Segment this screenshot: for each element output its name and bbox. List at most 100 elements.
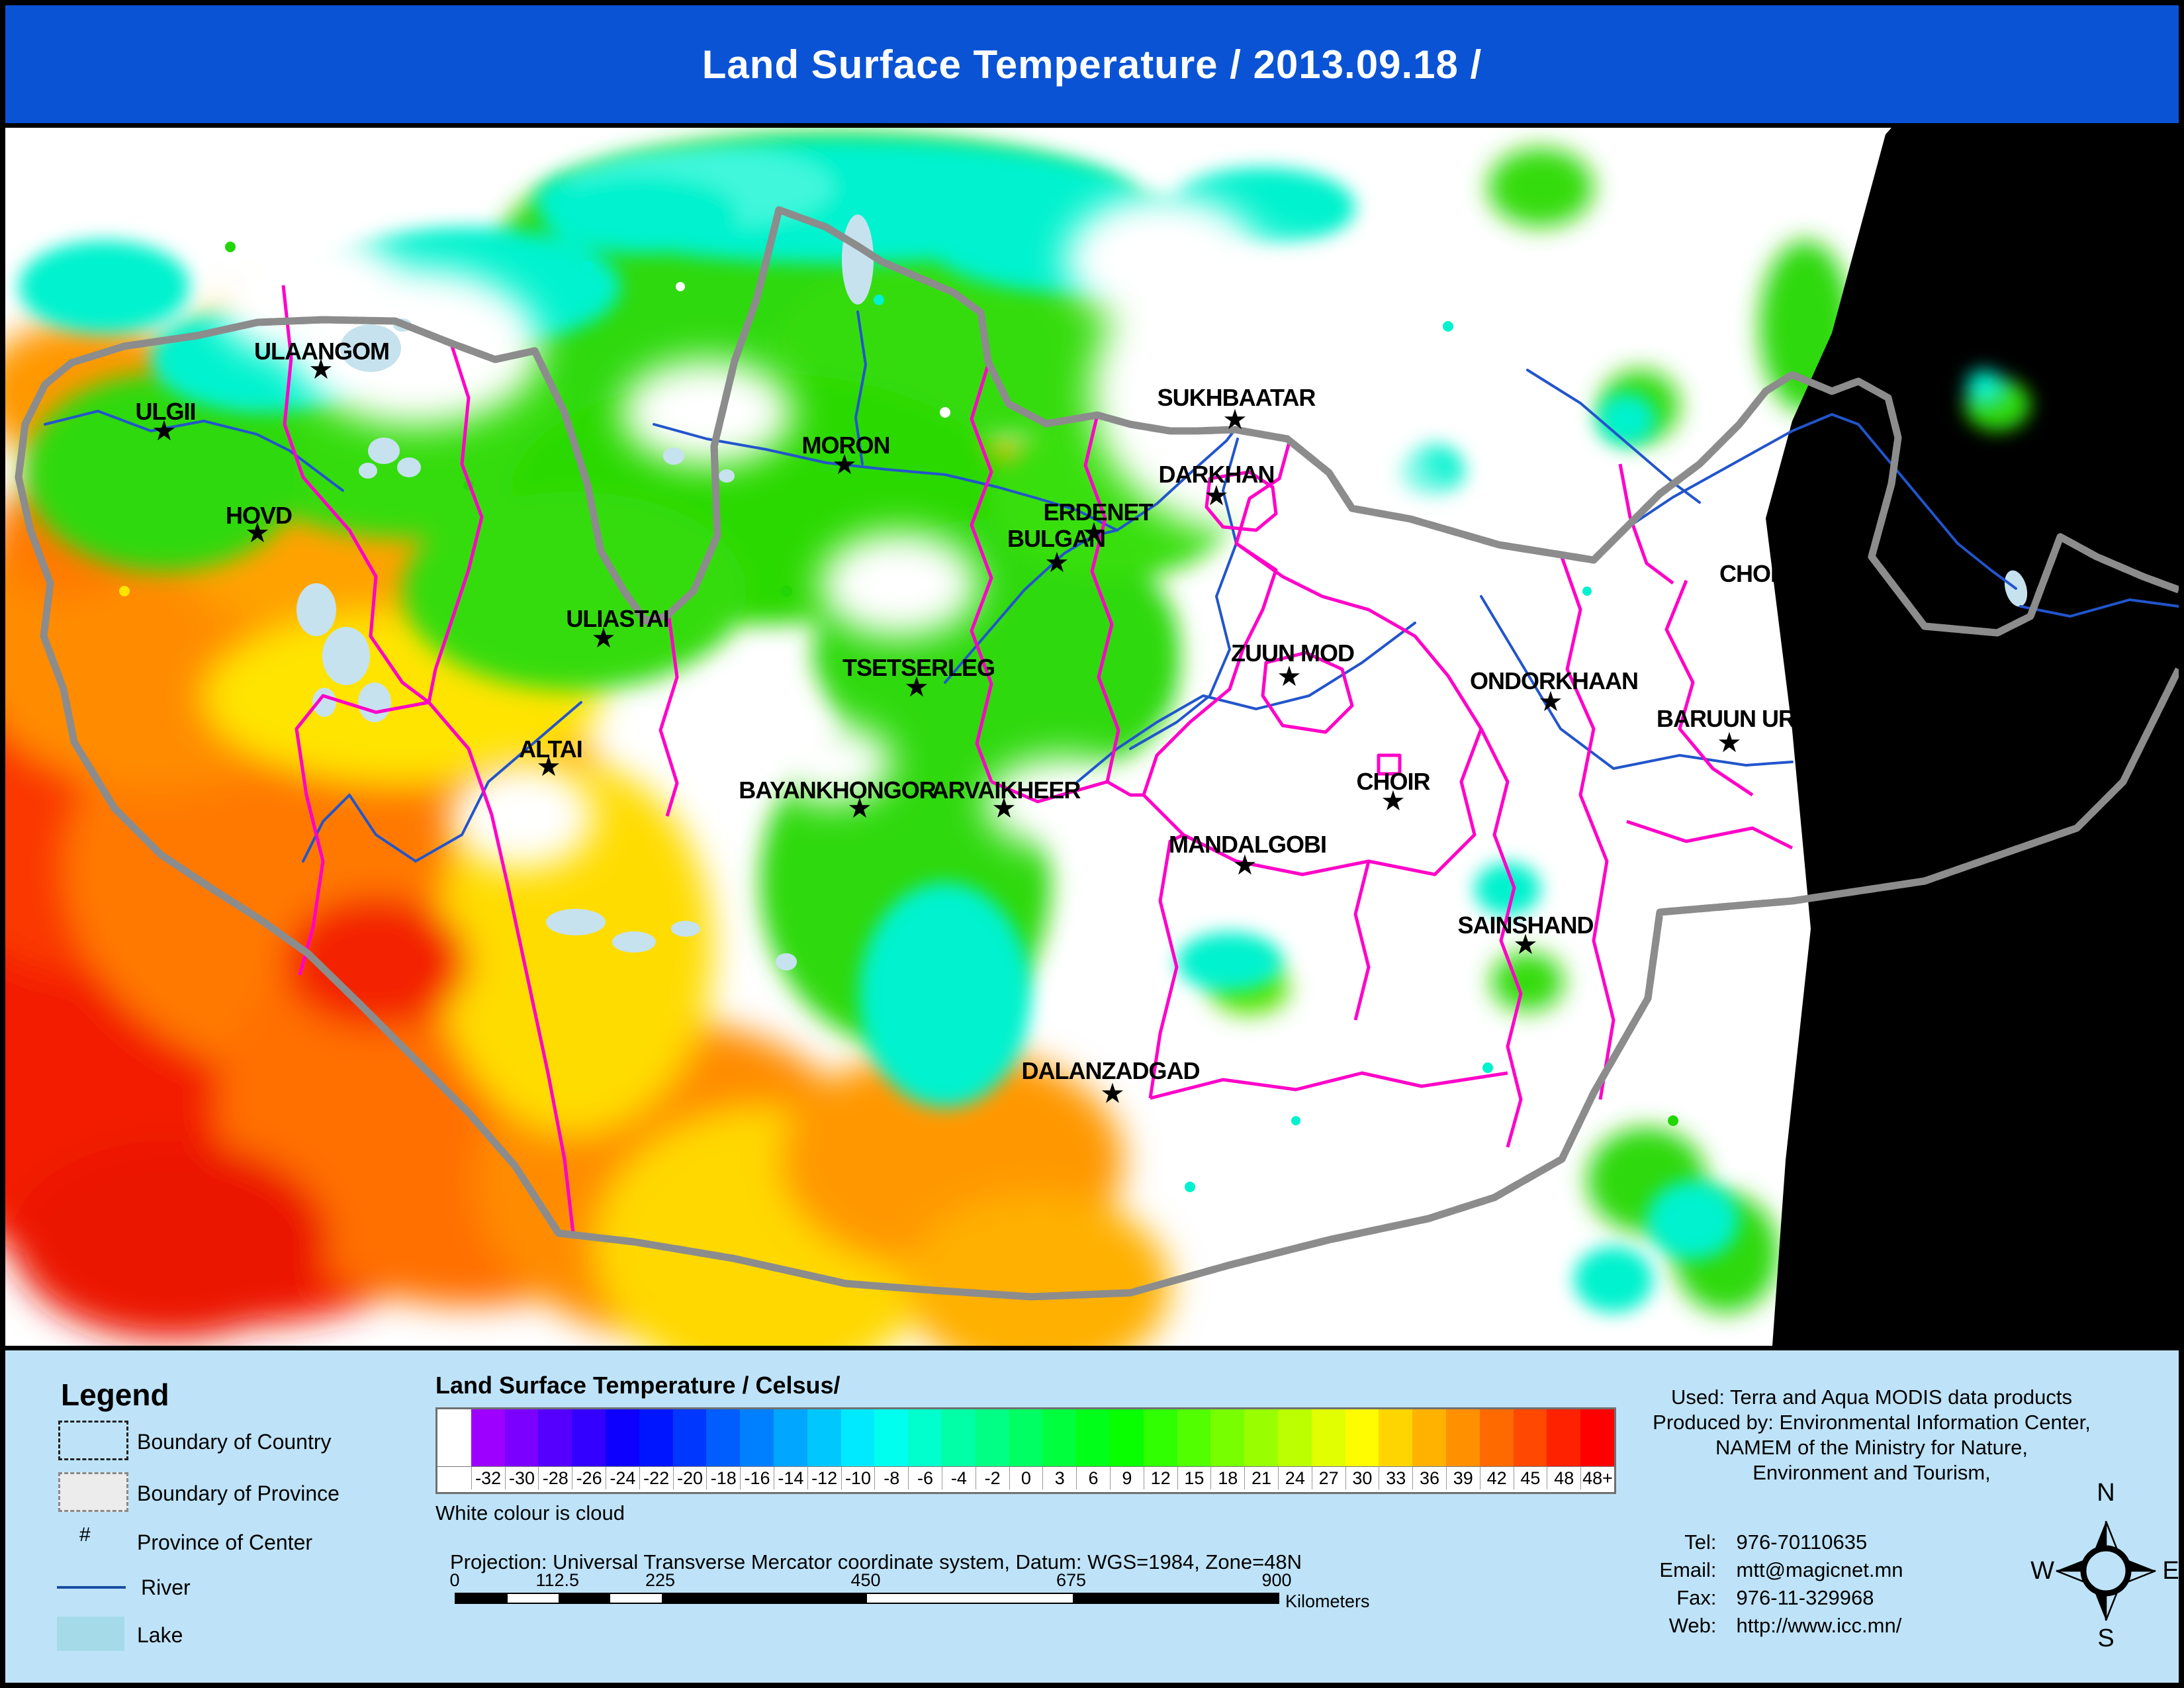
city-label: ULIASTAI bbox=[566, 605, 668, 632]
colorbar-tick: 33 bbox=[1379, 1466, 1413, 1489]
colorbar-title: Land Surface Temperature / Celsus/ bbox=[435, 1372, 841, 1399]
lakes bbox=[296, 214, 2028, 970]
colorbar-tick: -6 bbox=[908, 1466, 942, 1489]
colorbar-cell: -6 bbox=[908, 1409, 942, 1492]
scalebar-unit: Kilometers bbox=[1285, 1591, 1370, 1611]
lst-map: ULAANGOM★ULGII★HOVD★MORON★ULIASTAI★TSETS… bbox=[5, 128, 2179, 1346]
city-label: SUKHBAATAR bbox=[1158, 384, 1316, 411]
scalebar-tick: 900 bbox=[1261, 1570, 1292, 1590]
colorbar-tick bbox=[437, 1466, 471, 1489]
province-boundaries bbox=[281, 285, 1794, 1234]
colorbar-cell: 48 bbox=[1547, 1409, 1581, 1492]
colorbar-cell: -28 bbox=[538, 1409, 572, 1492]
raster-clouds bbox=[210, 194, 1594, 869]
city-label: BAYANKHONGOR bbox=[739, 776, 936, 804]
colorbar-cell: 15 bbox=[1177, 1409, 1211, 1492]
city-star-icon: ★ bbox=[847, 792, 872, 823]
city-label: DALANZADGAD bbox=[1022, 1057, 1200, 1084]
colorbar-cell: -8 bbox=[874, 1409, 909, 1492]
colorbar-cell: 18 bbox=[1210, 1409, 1245, 1492]
credits-line: NAMEM of the Ministry for Nature, bbox=[1715, 1436, 2028, 1459]
lake-swatch bbox=[57, 1617, 124, 1651]
city-label: TSETSERLEG bbox=[842, 654, 995, 681]
legend-item-province-center: Province of Center bbox=[137, 1530, 313, 1554]
city-star-icon: ★ bbox=[832, 449, 857, 480]
colorbar-tick: 45 bbox=[1513, 1466, 1547, 1489]
colorbar-cell: -4 bbox=[941, 1409, 976, 1492]
colorbar-tick: 0 bbox=[1009, 1466, 1043, 1489]
colorbar-cell: -26 bbox=[572, 1409, 606, 1492]
city-label: CHOI bbox=[1719, 560, 1776, 587]
colorbar-tick: 3 bbox=[1042, 1466, 1077, 1489]
city-label: HOVD bbox=[226, 502, 292, 529]
legend-item-country: Boundary of Country bbox=[137, 1430, 332, 1454]
scalebar-segment bbox=[507, 1594, 559, 1603]
colorbar-cell: 3 bbox=[1042, 1409, 1077, 1492]
credits: Used: Terra and Aqua MODIS data products… bbox=[1640, 1385, 2103, 1485]
colorbar-tick: 48+ bbox=[1580, 1466, 1614, 1489]
colorbar-tick: 48 bbox=[1547, 1466, 1581, 1489]
colorbar-tick: -30 bbox=[504, 1466, 539, 1489]
city-label: MANDALGOBI bbox=[1169, 831, 1326, 858]
colorbar-cell: 45 bbox=[1513, 1409, 1547, 1492]
city-label: SAINSHAND bbox=[1457, 912, 1593, 939]
city-star-icon: ★ bbox=[536, 751, 561, 782]
credits-line: Environment and Tourism, bbox=[1752, 1461, 1991, 1484]
colorbar-cell: 9 bbox=[1109, 1409, 1144, 1492]
city-label: ERDENET bbox=[1043, 498, 1153, 526]
colorbar-cell: 42 bbox=[1479, 1409, 1514, 1492]
scalebar-segment bbox=[559, 1594, 610, 1603]
scalebar-segment bbox=[867, 1594, 1073, 1603]
colorbar-tick: 24 bbox=[1277, 1466, 1312, 1489]
scalebar-segment bbox=[610, 1594, 662, 1603]
colorbar-tick: -26 bbox=[572, 1466, 606, 1489]
colorbar-tick: -22 bbox=[639, 1466, 673, 1489]
colorbar-cell: 21 bbox=[1244, 1409, 1278, 1492]
city-star-icon: ★ bbox=[1232, 849, 1257, 880]
scalebar-tick: 450 bbox=[850, 1570, 881, 1590]
colorbar-tick: 6 bbox=[1076, 1466, 1110, 1489]
city-label: DARKHAN bbox=[1159, 461, 1275, 488]
scalebar-tick: 675 bbox=[1056, 1570, 1087, 1590]
compass-w: W bbox=[2030, 1557, 2054, 1585]
scalebar-segment bbox=[456, 1594, 508, 1603]
city-star-icon: ★ bbox=[308, 353, 334, 385]
contact-value: http://www.icc.mn/ bbox=[1736, 1614, 1902, 1637]
colorbar-tick: 42 bbox=[1479, 1466, 1514, 1489]
colorbar-tick: 9 bbox=[1109, 1466, 1144, 1489]
raster-speckles bbox=[119, 202, 1678, 1192]
city-star-icon: ★ bbox=[1044, 547, 1069, 578]
raster-on-swath bbox=[1964, 370, 2030, 431]
credits-line: Produced by: Environmental Information C… bbox=[1653, 1411, 2091, 1434]
colorbar-tick: 21 bbox=[1244, 1466, 1278, 1489]
compass-s: S bbox=[2097, 1624, 2114, 1652]
colorbar-cell: 33 bbox=[1379, 1409, 1413, 1492]
colorbar-tick: -24 bbox=[605, 1466, 639, 1489]
city-star-icon: ★ bbox=[1538, 686, 1563, 717]
scalebar-segment bbox=[1072, 1594, 1278, 1603]
colorbar-cell: -24 bbox=[605, 1409, 639, 1492]
info-panel: Legend Boundary of Country Boundary of P… bbox=[5, 1346, 2179, 1683]
contact-value: mtt@magicnet.mn bbox=[1736, 1558, 1903, 1581]
city-star-icon: ★ bbox=[1222, 404, 1248, 435]
province-boundary-swatch bbox=[58, 1472, 128, 1512]
contact-label: Email: bbox=[1659, 1558, 1717, 1581]
city-star-icon: ★ bbox=[1717, 727, 1742, 758]
colorbar-tick: 36 bbox=[1412, 1466, 1446, 1489]
colorbar-tick: 12 bbox=[1143, 1466, 1177, 1489]
colorbar-tick: -16 bbox=[740, 1466, 774, 1489]
rivers bbox=[44, 310, 2179, 863]
city-label: ARVAIKHEER bbox=[932, 776, 1081, 804]
contact-label: Web: bbox=[1668, 1614, 1717, 1637]
scalebar bbox=[455, 1593, 1279, 1604]
colorbar-tick: 15 bbox=[1177, 1466, 1211, 1489]
country-boundary-swatch bbox=[58, 1421, 128, 1460]
colorbar-tick: -12 bbox=[807, 1466, 841, 1489]
colorbar-cell: -10 bbox=[841, 1409, 875, 1492]
city-star-icon: ★ bbox=[1100, 1078, 1125, 1109]
temperature-colorbar: -32 -30 -28 -26 -24 -22 -20 -18 -16 -14 -12 -10 -8 -6… bbox=[435, 1407, 1616, 1494]
colorbar-tick: -20 bbox=[672, 1466, 707, 1489]
colorbar-cell: -12 bbox=[807, 1409, 841, 1492]
colorbar-tick: -4 bbox=[941, 1466, 976, 1489]
